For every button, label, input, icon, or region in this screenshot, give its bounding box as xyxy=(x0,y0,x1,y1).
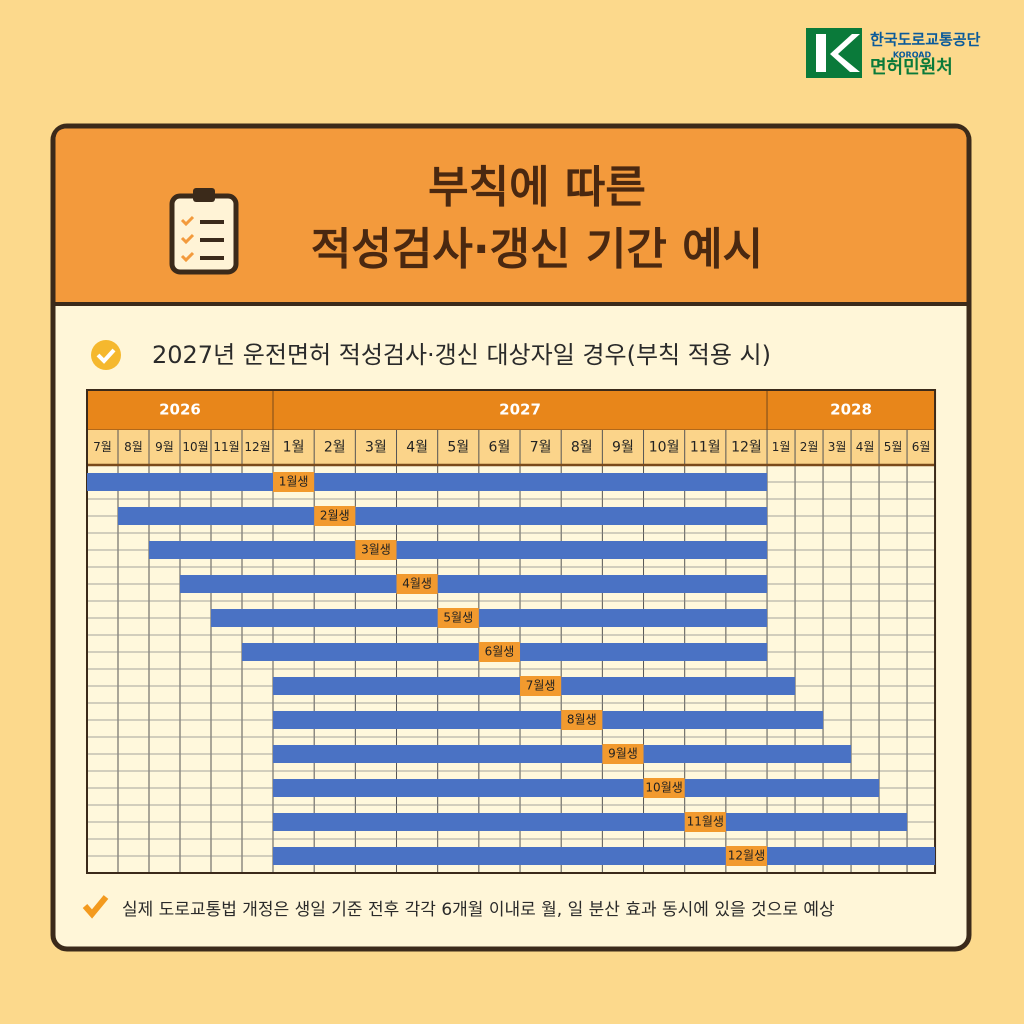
bar-label: 1월생 xyxy=(279,475,309,489)
month-label: 5월 xyxy=(884,440,903,454)
bar xyxy=(273,813,908,831)
bar xyxy=(149,541,768,559)
month-header xyxy=(87,430,936,465)
bar-label: 6월생 xyxy=(485,645,515,659)
month-label: 1월 xyxy=(772,440,791,454)
footnote-check xyxy=(82,895,109,919)
month-label: 8월 xyxy=(124,440,143,454)
month-label: 6월 xyxy=(912,440,931,454)
month-label: 2월 xyxy=(800,440,819,454)
logo: 한국도로교통공단 KOROAD 면허민원처 xyxy=(806,28,981,78)
month-marker xyxy=(725,846,768,866)
lines xyxy=(200,220,224,260)
month-label: 7월 xyxy=(530,440,552,456)
month-marker xyxy=(478,642,521,662)
gantt-chart: 2026 2027 2028 7월 8월 9월 10월 11월 12월 1월 2월 3월 4월 5월 6월 7… xyxy=(86,389,937,874)
bar xyxy=(273,711,824,729)
chart-title: 2027년 운전면허 적성검사·갱신 대상자일 경우(부칙 적용 시) xyxy=(152,341,771,369)
logo-eng: KOROAD xyxy=(893,51,932,60)
logo-org: 한국도로교통공단 xyxy=(870,31,981,49)
bar-label: 11월생 xyxy=(687,815,724,829)
month-label: 6월 xyxy=(489,440,511,456)
month-label: 2월 xyxy=(324,440,346,456)
bar xyxy=(273,847,936,865)
month-marker xyxy=(437,608,479,628)
footnote: 실제 도로교통법 개정은 생일 기준 전후 각각 6개월 이내로 월, 일 분산… xyxy=(122,900,835,920)
month-label: 7월 xyxy=(93,440,112,454)
bar-label: 3월생 xyxy=(361,543,391,557)
bar-label: 7월생 xyxy=(526,679,556,693)
month-label: 4월 xyxy=(406,440,428,456)
month-marker xyxy=(520,676,562,696)
year-label: 2028 xyxy=(830,401,872,419)
month-label: 12월 xyxy=(244,440,270,454)
month-label: 12월 xyxy=(731,440,762,456)
checks xyxy=(180,215,195,263)
month-label: 11월 xyxy=(690,440,721,456)
title-line: 부칙에 따른 xyxy=(428,162,646,213)
card-header xyxy=(55,128,967,303)
year-label: 2027 xyxy=(499,401,541,419)
month-label: 8월 xyxy=(571,440,593,456)
title-line: 적성검사·갱신 기간 예시 xyxy=(311,224,763,275)
bar xyxy=(180,575,768,593)
bar-label: 5월생 xyxy=(443,611,473,625)
bar-label: 8월생 xyxy=(567,713,597,727)
logo-dept: 면허민원처 xyxy=(870,57,953,78)
bar xyxy=(273,779,880,797)
month-marker xyxy=(396,574,438,594)
bar xyxy=(211,609,768,627)
month-label: 10월 xyxy=(182,440,208,454)
year-label: 2026 xyxy=(159,401,201,419)
check-circle xyxy=(91,340,121,370)
month-label: 10월 xyxy=(649,440,680,456)
month-label: 11월 xyxy=(213,440,239,454)
month-label: 1월 xyxy=(283,440,305,456)
bar-label: 4월생 xyxy=(402,577,432,591)
bar xyxy=(118,507,768,525)
clipboard-icon xyxy=(169,188,239,275)
month-label: 4월 xyxy=(856,440,875,454)
month-marker xyxy=(602,744,644,764)
table-border xyxy=(86,389,937,874)
clip xyxy=(193,188,215,202)
bar-label: 9월생 xyxy=(608,747,638,761)
month-marker xyxy=(561,710,603,730)
month-marker xyxy=(643,778,685,798)
month-marker xyxy=(314,506,356,526)
bar-label: 10월생 xyxy=(645,781,682,795)
year-header xyxy=(272,389,768,431)
month-label: 5월 xyxy=(447,440,469,456)
bar xyxy=(273,745,852,763)
bar-label: 12월생 xyxy=(728,849,765,863)
month-label: 9월 xyxy=(612,440,634,456)
month-label: 3월 xyxy=(828,440,847,454)
month-marker xyxy=(355,540,397,560)
bar-label: 2월생 xyxy=(320,509,350,523)
clipboard xyxy=(169,193,239,275)
check xyxy=(96,348,116,364)
month-label: 3월 xyxy=(365,440,387,456)
bar xyxy=(87,473,768,491)
year-header xyxy=(86,389,274,431)
logo-k xyxy=(816,34,860,72)
month-label: 9월 xyxy=(155,440,174,454)
month-marker xyxy=(273,472,315,492)
month-marker xyxy=(684,812,726,832)
